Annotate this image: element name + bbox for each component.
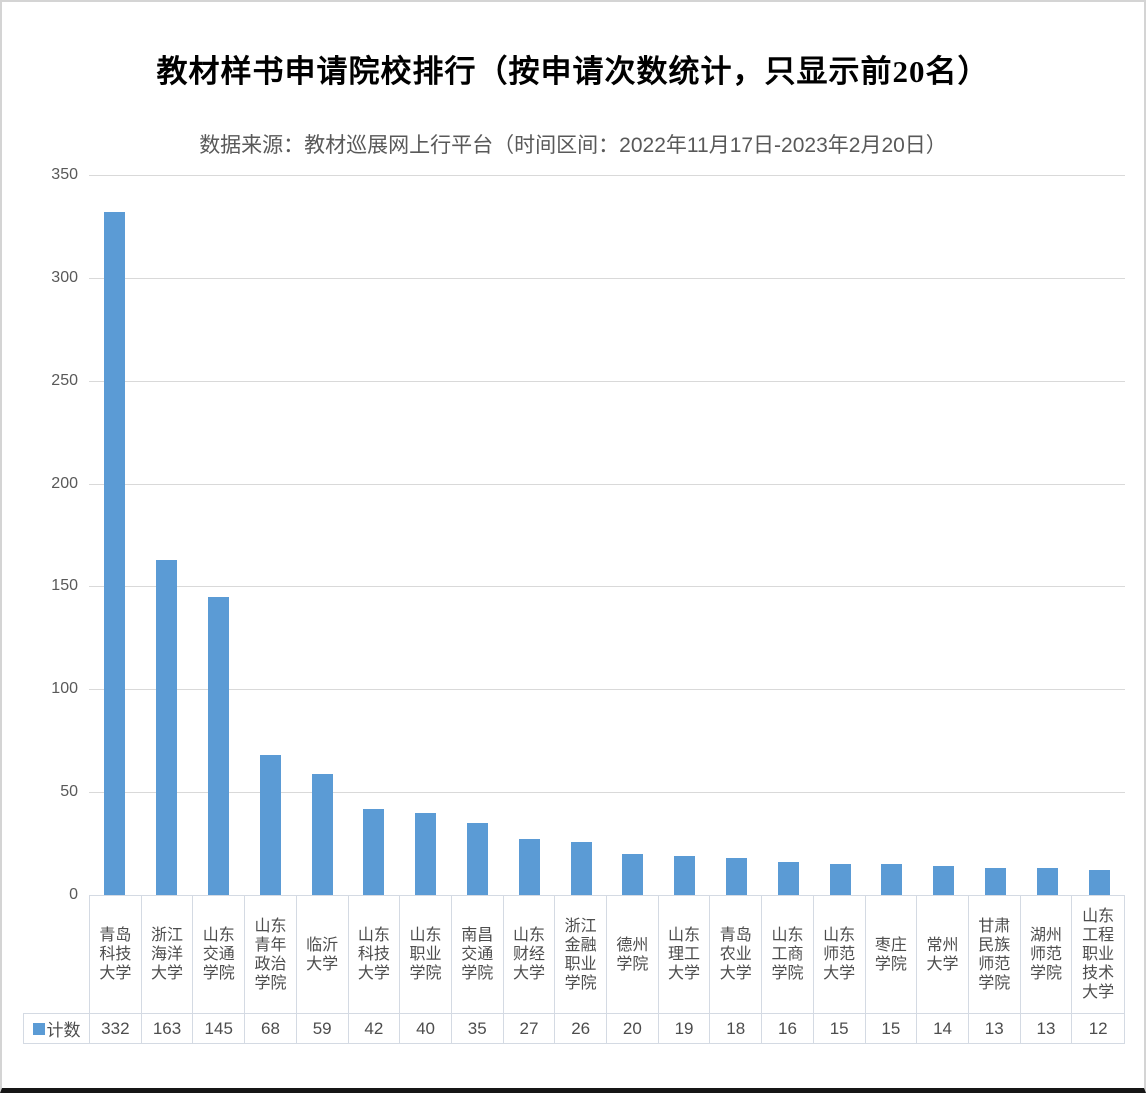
y-tick-label: 300 — [51, 268, 78, 286]
legend: 计数 — [23, 1013, 90, 1044]
category-label: 浙江 金融 职业 学院 — [555, 896, 607, 1013]
category-label: 甘肃 民族 师范 学院 — [969, 896, 1021, 1013]
value-cell: 332 — [90, 1014, 142, 1043]
y-tick-label: 100 — [51, 680, 78, 698]
category-label: 山东 职业 学院 — [400, 896, 452, 1013]
bar — [415, 812, 437, 895]
value-cell: 12 — [1088, 1018, 1108, 1038]
value-row: 332 163 145 68 59 42 40 35 27 26 20 19 18 16 15 15 14 13 1… — [90, 1014, 1124, 1043]
bar — [518, 839, 540, 895]
category-label: 山东 财经 大学 — [504, 896, 556, 1013]
bar — [829, 864, 851, 895]
legend-label: 计数 — [46, 1021, 81, 1040]
category-label: 山东 交通 学院 — [193, 896, 246, 1013]
value-cell: 163 — [142, 1014, 194, 1043]
gridline-50 — [89, 792, 1125, 794]
data-table: 青岛 科技 大学 浙江 海洋 大学 山东 交通 学院 山东 青年 政治 学院 临沂 大学 山东 科技 大学 山东 职业… — [89, 895, 1125, 1044]
value-cell: 13 — [1021, 1014, 1073, 1043]
y-tick-label: 350 — [51, 166, 78, 183]
category-label: 山东 理工 大学 — [659, 896, 711, 1013]
category-label: 常州 大学 — [917, 896, 969, 1013]
y-tick-label: 0 — [69, 886, 78, 903]
value-cell: 40 — [400, 1014, 452, 1043]
value-cell: 26 — [555, 1014, 607, 1043]
bar — [1088, 870, 1110, 895]
gridline-200 — [89, 483, 1125, 485]
value-cell: 14 — [917, 1014, 969, 1043]
bar — [259, 755, 281, 895]
bar — [467, 823, 488, 895]
category-label: 青岛 科技 大学 — [90, 896, 142, 1013]
bar — [363, 808, 385, 895]
bar — [881, 864, 903, 895]
legend-swatch-icon — [32, 1022, 45, 1035]
chart-subtitle: 数据来源：教材巡展网上行平台（时间区间：2022年11月17日-2023年2月2… — [199, 134, 947, 157]
value-cell: 27 — [504, 1014, 556, 1043]
y-tick-label: 150 — [51, 577, 78, 595]
value-cell: 68 — [245, 1014, 297, 1043]
value-cell: 20 — [607, 1014, 659, 1043]
bar — [777, 862, 799, 895]
bar — [1036, 868, 1058, 895]
category-label: 德州 学院 — [607, 896, 659, 1013]
category-label: 山东 科技 大学 — [349, 896, 401, 1013]
value-cell: 15 — [814, 1014, 866, 1043]
gridline-150 — [89, 586, 1125, 588]
bar — [726, 857, 747, 895]
chart-title: 教材样书申请院校排行（按申请次数统计，只显示前20名） — [156, 54, 990, 89]
category-label: 南昌 交通 学院 — [452, 896, 504, 1013]
category-label: 山东 青年 政治 学院 — [245, 896, 297, 1013]
y-tick-label: 50 — [60, 783, 78, 801]
value-cell: 13 — [969, 1014, 1021, 1043]
bar — [622, 853, 644, 895]
bar — [674, 855, 696, 895]
bar — [104, 212, 126, 895]
category-label: 浙江 海洋 大学 — [142, 896, 194, 1013]
category-label: 枣庄 学院 — [866, 896, 918, 1013]
bar — [311, 773, 333, 895]
category-label: 山东 工程 职业 技术 大学 — [1082, 908, 1115, 1001]
category-label: 山东 师范 大学 — [814, 896, 866, 1013]
value-cell: 16 — [762, 1014, 814, 1043]
category-row: 青岛 科技 大学 浙江 海洋 大学 山东 交通 学院 山东 青年 政治 学院 临沂 大学 山东 科技 大学 山东 职业… — [90, 896, 1124, 1014]
value-cell: 35 — [452, 1014, 504, 1043]
y-tick-label: 200 — [51, 474, 78, 492]
bar — [156, 559, 178, 895]
category-label: 湖州 师范 学院 — [1021, 896, 1073, 1013]
gridline-250 — [89, 380, 1125, 382]
bar — [208, 596, 229, 895]
gridline-300 — [89, 277, 1125, 279]
bar — [933, 866, 955, 895]
gridline-100 — [89, 689, 1125, 691]
value-cell: 42 — [349, 1014, 401, 1043]
gridline-350 — [89, 175, 1125, 176]
category-label: 山东 工商 学院 — [762, 896, 814, 1013]
bar — [570, 841, 592, 895]
value-cell: 59 — [297, 1014, 349, 1043]
value-cell: 145 — [193, 1014, 246, 1043]
y-tick-label: 250 — [51, 371, 78, 389]
plot-area — [89, 175, 1125, 895]
bar — [985, 868, 1006, 895]
category-label: 临沂 大学 — [297, 896, 349, 1013]
value-cell: 19 — [659, 1014, 711, 1043]
value-cell: 15 — [866, 1014, 918, 1043]
value-cell: 18 — [710, 1014, 763, 1043]
category-label: 青岛 农业 大学 — [710, 896, 763, 1013]
